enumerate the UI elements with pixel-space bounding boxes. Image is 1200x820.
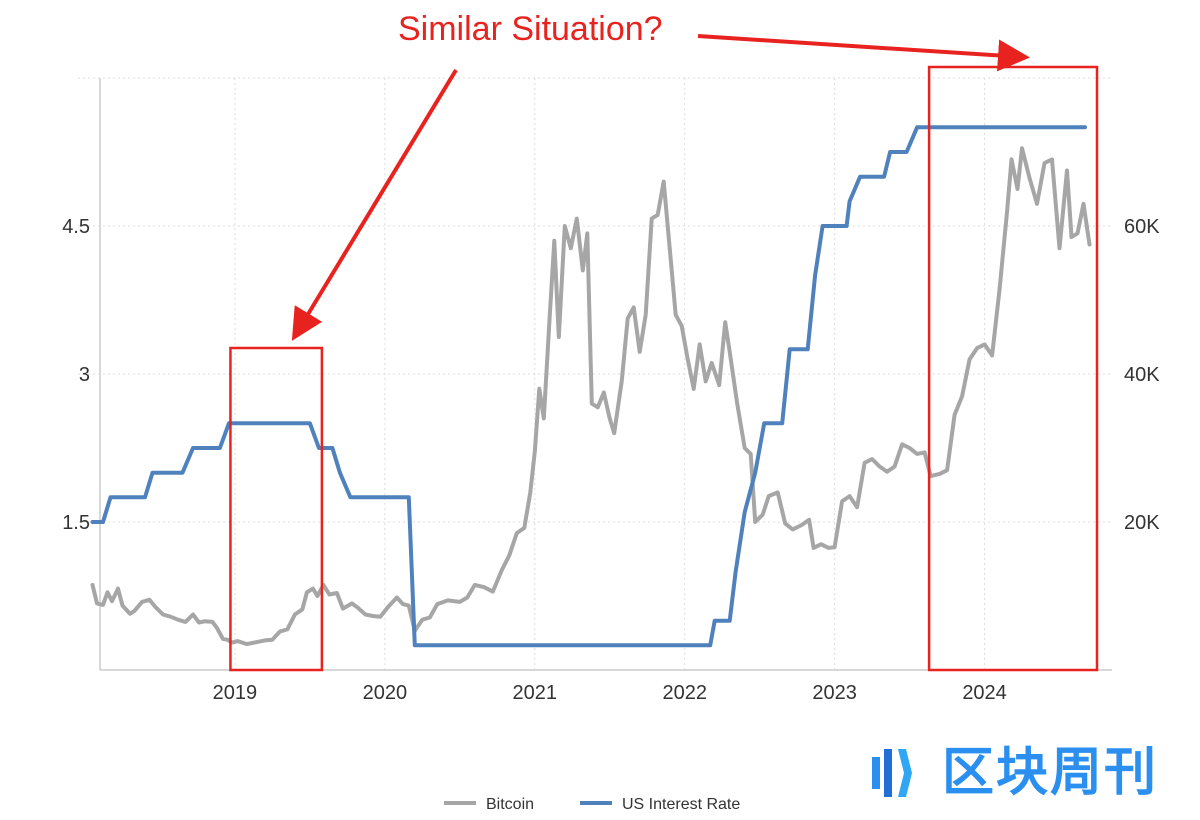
highlight-box	[927, 65, 1099, 672]
series-line-us-interest-rate	[90, 125, 1087, 648]
x-axis-tick-label: 2021	[513, 682, 558, 704]
annotation-text: Similar Situation?	[398, 10, 663, 48]
series-layer	[90, 125, 1092, 648]
x-axis-tick-label: 2019	[213, 682, 258, 704]
left-axis-tick-label: 1.5	[62, 512, 90, 534]
x-axis-tick-label: 2020	[363, 682, 408, 704]
axes: 1.5 3 4.5 20K 40K 60K 2019 2020 2021 2022 2023 2024	[62, 78, 1160, 704]
x-axis-tick-label: 2022	[662, 682, 707, 704]
annotation-layer: Similar Situation?	[291, 10, 1030, 341]
annotation-arrow-left	[291, 68, 458, 341]
series-line-bitcoin	[90, 146, 1092, 647]
legend-label-bitcoin: Bitcoin	[486, 796, 534, 813]
watermark-logo-icon	[872, 749, 912, 797]
x-axis-tick-label: 2023	[812, 682, 857, 704]
legend-item-bitcoin: Bitcoin	[444, 796, 534, 813]
watermark-text: 区块周刊	[942, 743, 1159, 803]
right-axis-tick-label: 20K	[1124, 512, 1160, 534]
legend-label-us-interest-rate: US Interest Rate	[622, 796, 740, 813]
left-axis-tick-label: 3	[79, 364, 90, 386]
left-axis-tick-label: 4.5	[62, 216, 90, 238]
legend: Bitcoin US Interest Rate	[444, 796, 740, 813]
right-axis-tick-label: 40K	[1124, 364, 1160, 386]
watermark: 区块周刊	[868, 728, 1188, 818]
annotation-arrow-right	[697, 34, 1030, 72]
x-axis-tick-label: 2024	[962, 682, 1007, 704]
right-axis-tick-label: 60K	[1124, 216, 1160, 238]
grid-lines	[78, 77, 1112, 670]
highlight-box	[229, 346, 324, 672]
legend-item-us-interest-rate: US Interest Rate	[580, 796, 740, 813]
